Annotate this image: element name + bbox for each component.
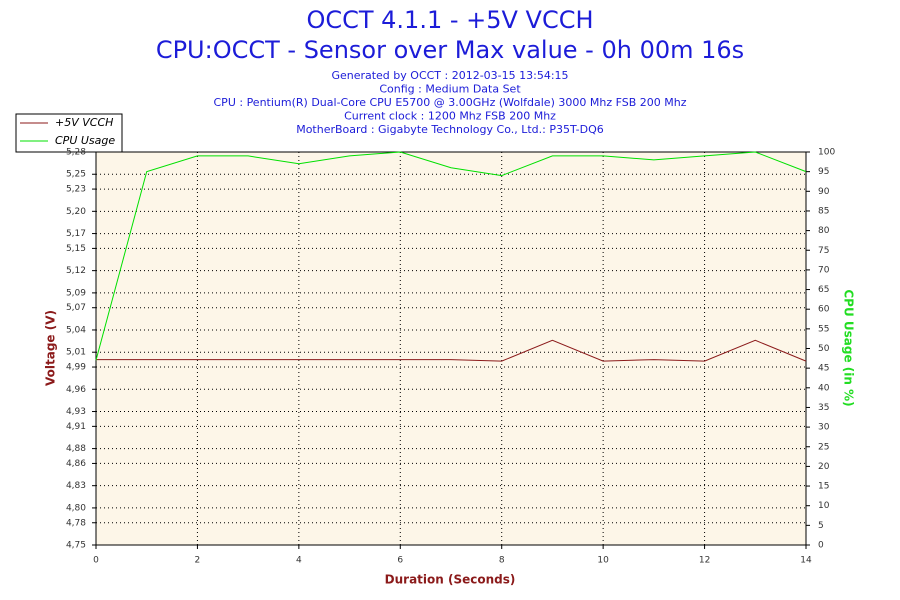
x-tick-label: 0 [93,556,99,566]
y2-tick-label: 70 [818,265,830,275]
y2-tick-label: 60 [818,305,830,315]
y2-tick-label: 90 [818,187,830,197]
y2-tick-label: 75 [818,246,829,256]
y-tick-label: 4,93 [66,407,86,417]
y-tick-label: 5,20 [66,207,86,217]
y2-tick-label: 0 [818,541,824,551]
y-tick-label: 4,78 [66,518,86,528]
y-tick-label: 4,75 [66,541,86,551]
chart-subtitle: CPU:OCCT - Sensor over Max value - 0h 00… [156,36,744,64]
x-tick-label: 12 [699,556,710,566]
y2-tick-label: 35 [818,403,829,413]
y2-tick-label: 20 [818,462,830,472]
legend-label: CPU Usage [55,134,115,147]
y-tick-label: 5,09 [66,288,86,298]
y-tick-label: 4,96 [66,385,86,395]
info-line: MotherBoard : Gigabyte Technology Co., L… [296,123,604,136]
y-tick-label: 5,15 [66,244,86,254]
plot-area [95,151,807,546]
info-line: Config : Medium Data Set [379,83,521,96]
y-tick-label: 4,80 [66,503,86,513]
y2-tick-label: 15 [818,482,829,492]
y-tick-label: 5,25 [66,170,86,180]
y2-tick-label: 50 [818,344,830,354]
y-tick-label: 5,17 [66,229,86,239]
y2-tick-label: 95 [818,167,829,177]
y-tick-label: 4,88 [66,444,86,454]
y-tick-label: 4,91 [66,422,86,432]
y-axis-label: Voltage (V) [44,310,58,386]
x-tick-label: 8 [499,556,505,566]
y-tick-label: 4,86 [66,459,86,469]
y-tick-label: 5,07 [66,303,86,313]
x-tick-label: 2 [195,556,201,566]
info-line: Generated by OCCT : 2012-03-15 13:54:15 [331,69,568,82]
y2-tick-label: 40 [818,383,830,393]
y-tick-label: 5,04 [66,325,86,335]
x-tick-label: 14 [800,556,812,566]
series-line [95,151,807,361]
y2-tick-label: 5 [818,521,824,531]
series-line [96,339,807,362]
y2-tick-label: 10 [818,501,830,511]
y-tick-label: 5,28 [66,148,86,158]
x-tick-label: 10 [597,556,609,566]
y2-tick-label: 80 [818,226,830,236]
y-tick-label: 5,23 [66,185,86,195]
y2-tick-label: 30 [818,423,830,433]
y-tick-label: 4,83 [66,481,86,491]
x-axis-label: Duration (Seconds) [385,573,516,587]
legend-label: +5V VCCH [55,116,113,129]
info-line: Current clock : 1200 Mhz FSB 200 Mhz [344,110,556,123]
y2-axis-label: CPU Usage (in %) [842,289,856,406]
y2-tick-label: 65 [818,285,829,295]
y2-tick-label: 100 [818,148,835,158]
x-tick-label: 4 [296,556,302,566]
y2-tick-label: 85 [818,206,829,216]
y-tick-label: 5,01 [66,348,86,358]
y2-tick-label: 55 [818,324,829,334]
y2-tick-label: 45 [818,364,829,374]
chart-title: OCCT 4.1.1 - +5V VCCH [306,6,593,34]
y2-tick-label: 25 [818,442,829,452]
y-tick-label: 5,12 [66,266,86,276]
x-tick-label: 6 [397,556,403,566]
info-line: CPU : Pentium(R) Dual-Core CPU E5700 @ 3… [214,96,687,109]
y-tick-label: 4,99 [66,363,86,373]
legend [15,113,123,153]
